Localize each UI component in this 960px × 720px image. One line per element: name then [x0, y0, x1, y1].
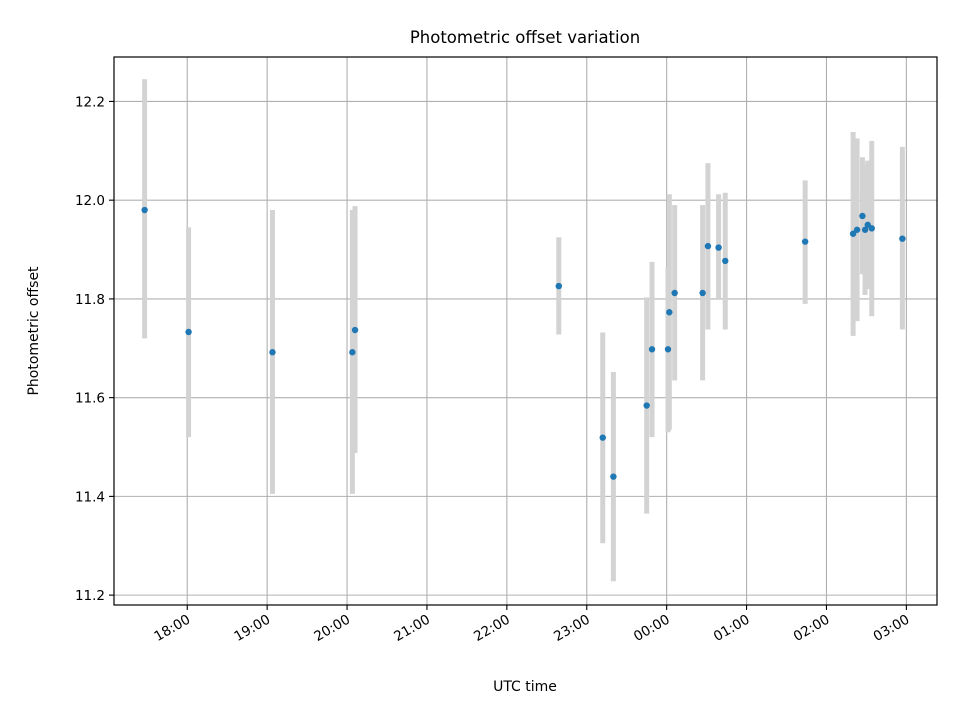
plot-frame — [113, 56, 938, 606]
data-point — [671, 289, 678, 297]
data-point — [722, 257, 729, 265]
data-point — [185, 328, 192, 336]
data-point — [648, 346, 656, 353]
chart-title: Photometric offset variation — [410, 28, 640, 47]
data-point — [859, 212, 866, 220]
data-point — [868, 225, 875, 232]
data-point — [666, 309, 673, 316]
data-point — [801, 238, 809, 245]
y-tick-label: 12.0 — [75, 193, 105, 209]
x-axis-label: UTC time — [493, 679, 557, 695]
data-point — [141, 206, 148, 214]
y-tick-label: 12.2 — [75, 94, 105, 110]
data-point — [351, 326, 359, 334]
data-point — [555, 282, 562, 290]
data-point — [599, 434, 606, 441]
data-point — [610, 473, 617, 480]
y-tick-label: 11.8 — [75, 292, 105, 308]
data-points — [141, 206, 906, 480]
data-point — [853, 226, 861, 233]
data-point — [849, 230, 857, 237]
data-point — [699, 289, 706, 297]
data-point — [269, 349, 276, 356]
data-point — [349, 349, 356, 356]
y-axis-label: Photometric offset — [26, 266, 42, 396]
data-point — [899, 235, 906, 242]
data-point — [664, 346, 672, 353]
data-point — [643, 402, 650, 409]
y-tick-label: 11.6 — [75, 391, 105, 407]
y-tick-label: 11.4 — [75, 489, 105, 505]
data-point — [715, 244, 722, 251]
grid-lines — [114, 57, 937, 605]
data-point — [704, 242, 712, 250]
y-tick-label: 11.2 — [75, 588, 105, 604]
data-point — [861, 226, 869, 233]
